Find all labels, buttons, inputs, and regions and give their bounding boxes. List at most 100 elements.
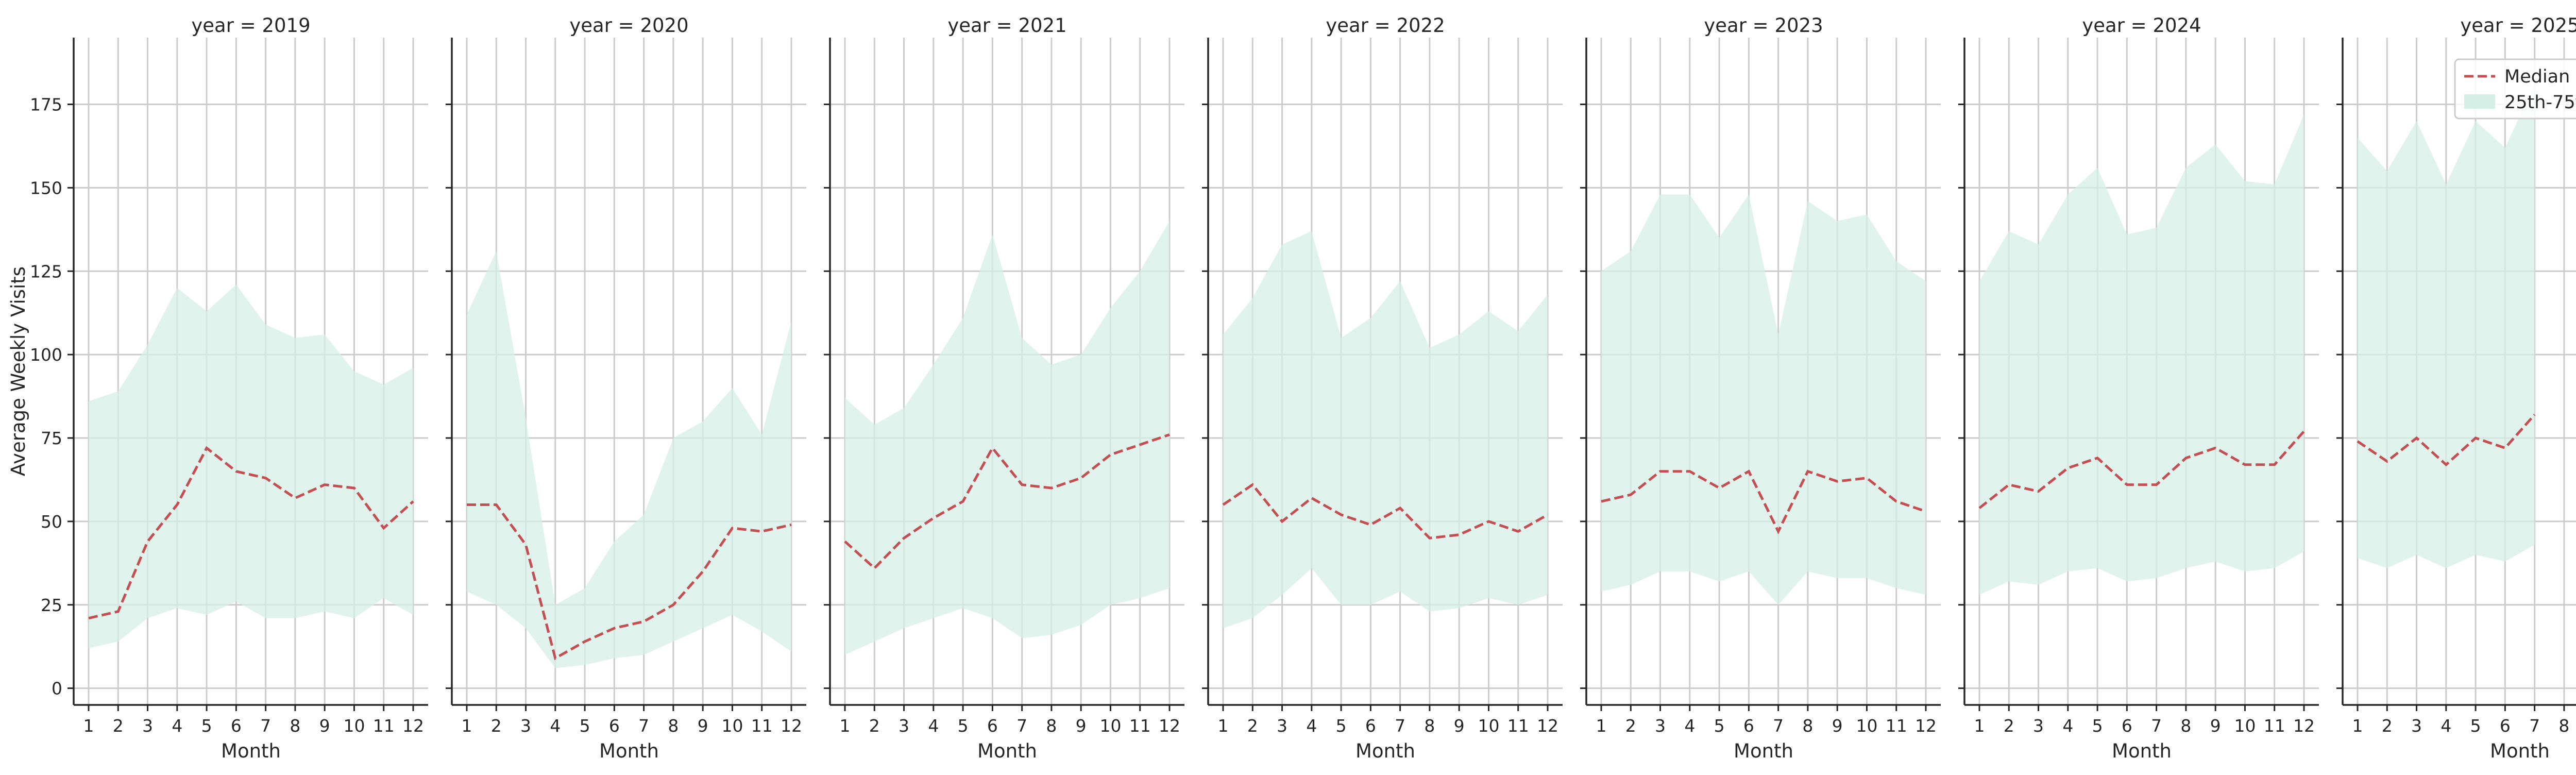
x-tick-label: 12: [1915, 716, 1937, 736]
x-tick-label: 8: [1046, 716, 1057, 736]
x-tick-label: 1: [1218, 716, 1229, 736]
x-axis-title: Month: [1355, 740, 1415, 762]
x-tick-label: 12: [402, 716, 424, 736]
x-tick-label: 6: [2500, 716, 2511, 736]
y-tick-label: 175: [30, 95, 62, 115]
median-line: [1601, 469, 1926, 534]
x-tick-label: 3: [899, 716, 909, 736]
x-tick-label: 5: [2470, 716, 2481, 736]
x-tick-label: 1: [1974, 716, 1985, 736]
x-tick-label: 5: [201, 716, 212, 736]
x-tick-label: 4: [2062, 716, 2073, 736]
x-tick-label: 10: [1099, 716, 1121, 736]
x-tick-label: 2: [2382, 716, 2393, 736]
x-tick-label: 11: [1507, 716, 1529, 736]
x-tick-label: 9: [698, 716, 708, 736]
facet-title: year = 2024: [2082, 14, 2201, 37]
x-tick-label: 10: [343, 716, 365, 736]
x-tick-label: 2: [869, 716, 880, 736]
facet-title: year = 2019: [191, 14, 310, 37]
x-tick-label: 10: [2234, 716, 2256, 736]
x-tick-label: 7: [638, 716, 649, 736]
x-tick-label: 11: [1886, 716, 1907, 736]
x-tick-label: 6: [987, 716, 998, 736]
median-line: [467, 503, 792, 661]
y-tick-label: 100: [30, 345, 62, 365]
x-tick-label: 11: [373, 716, 395, 736]
y-axis-title: Average Weekly Visits: [7, 266, 29, 476]
legend: Median 25th-75th Percentile: [2454, 58, 2576, 120]
x-tick-label: 3: [1655, 716, 1666, 736]
x-tick-label: 1: [840, 716, 851, 736]
x-tick-label: 4: [172, 716, 182, 736]
facet-title: year = 2022: [1326, 14, 1445, 37]
x-tick-label: 9: [2210, 716, 2221, 736]
x-tick-label: 3: [520, 716, 531, 736]
x-tick-label: 6: [1365, 716, 1376, 736]
legend-median-label: Median: [2504, 66, 2570, 87]
x-tick-label: 9: [319, 716, 330, 736]
percentile-band: [89, 284, 413, 648]
x-tick-label: 4: [928, 716, 939, 736]
percentile-band: [1223, 231, 1548, 629]
x-tick-label: 3: [142, 716, 153, 736]
x-tick-label: 3: [2411, 716, 2422, 736]
x-tick-label: 4: [550, 716, 561, 736]
x-tick-label: 8: [2558, 716, 2569, 736]
x-tick-label: 10: [1478, 716, 1499, 736]
x-tick-label: 9: [1454, 716, 1465, 736]
facet-title: year = 2021: [947, 14, 1066, 37]
x-tick-label: 7: [1395, 716, 1405, 736]
x-tick-label: 8: [290, 716, 300, 736]
x-tick-label: 10: [721, 716, 743, 736]
x-tick-label: 2: [1247, 716, 1258, 736]
y-tick-label: 0: [52, 679, 62, 699]
x-axis-title: Month: [599, 740, 659, 762]
x-tick-label: 7: [1773, 716, 1784, 736]
x-tick-label: 7: [2529, 716, 2540, 736]
x-tick-label: 12: [1159, 716, 1180, 736]
x-tick-label: 4: [1684, 716, 1695, 736]
y-tick-label: 125: [30, 261, 62, 281]
x-tick-label: 11: [1129, 716, 1151, 736]
y-tick-label: 25: [41, 595, 62, 615]
x-tick-label: 4: [1306, 716, 1317, 736]
y-tick-label: 75: [41, 428, 62, 448]
x-tick-label: 1: [2352, 716, 2363, 736]
x-tick-label: 12: [781, 716, 802, 736]
x-tick-label: 12: [2293, 716, 2315, 736]
x-tick-label: 9: [1832, 716, 1843, 736]
x-tick-label: 5: [958, 716, 969, 736]
x-tick-label: 3: [1277, 716, 1287, 736]
x-tick-label: 2: [1625, 716, 1636, 736]
percentile-band: [1601, 194, 1926, 605]
x-tick-label: 11: [2264, 716, 2285, 736]
x-tick-label: 1: [1596, 716, 1607, 736]
facet-title: year = 2020: [569, 14, 688, 37]
x-tick-label: 5: [2092, 716, 2103, 736]
x-axis-title: Month: [1734, 740, 1793, 762]
x-tick-label: 2: [491, 716, 502, 736]
percentile-band: [845, 221, 1170, 655]
x-tick-label: 6: [1743, 716, 1754, 736]
percentile-band: [2358, 84, 2535, 568]
x-tick-label: 1: [83, 716, 94, 736]
x-tick-label: 7: [2151, 716, 2162, 736]
legend-band-label: 25th-75th Percentile: [2504, 92, 2576, 113]
median-line: [2357, 414, 2536, 467]
x-axis-title: Month: [2112, 740, 2172, 762]
median-line: [1978, 430, 2305, 509]
x-axis-title: Month: [977, 740, 1037, 762]
x-tick-label: 6: [609, 716, 620, 736]
x-tick-label: 12: [1537, 716, 1558, 736]
percentile-band: [467, 251, 791, 668]
x-axis-title: Month: [221, 740, 281, 762]
x-axis-title: Month: [2490, 740, 2550, 762]
x-tick-label: 5: [580, 716, 590, 736]
